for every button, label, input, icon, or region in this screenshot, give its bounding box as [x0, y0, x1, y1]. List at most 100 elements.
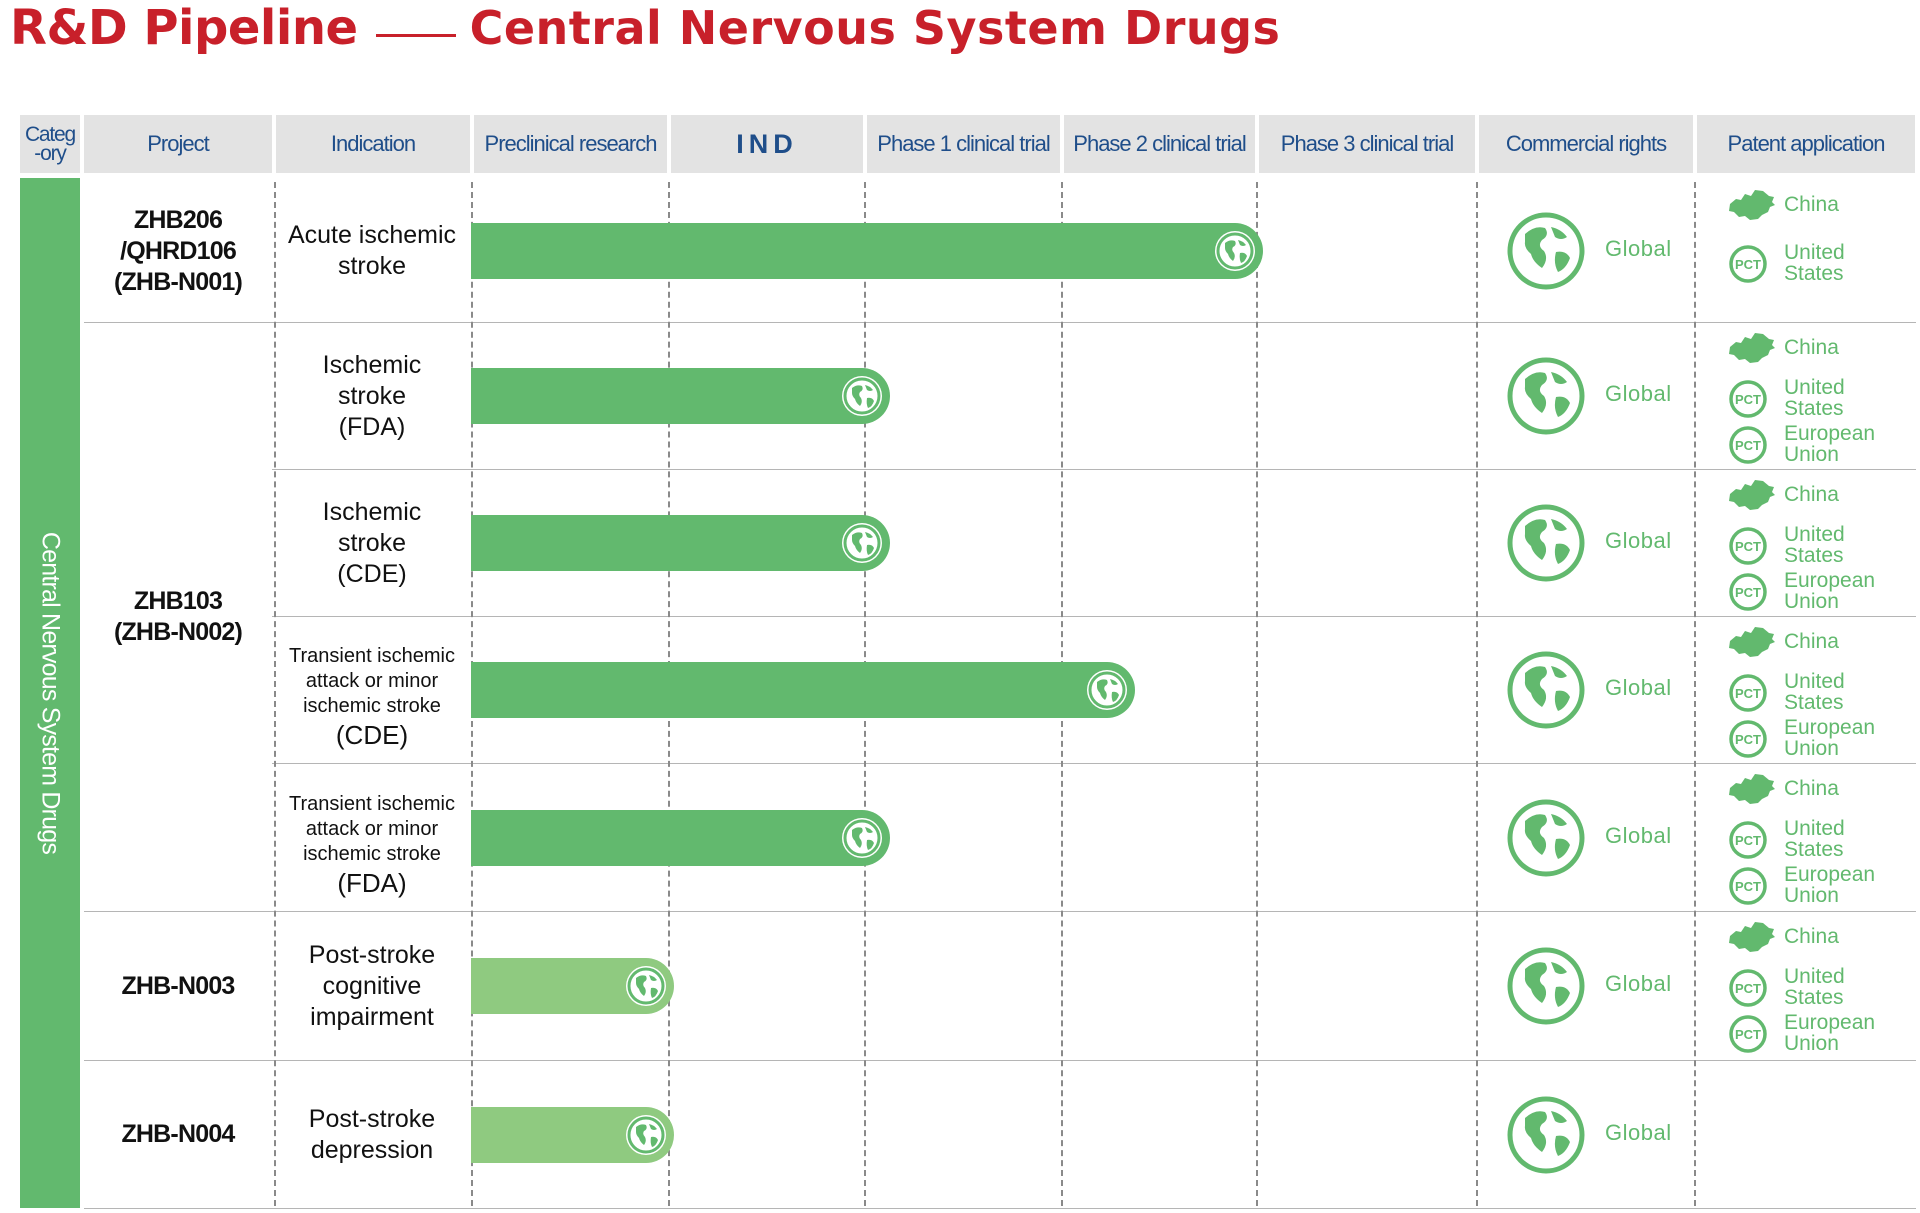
- header-preclinical: Preclinical research: [474, 115, 667, 173]
- progress-bar: [471, 1106, 674, 1163]
- patent-list: China PCT United States PCT European Union: [1728, 772, 1918, 909]
- svg-text:PCT: PCT: [1735, 879, 1761, 894]
- indication-line: (FDA): [337, 867, 407, 898]
- globe-icon: [1505, 945, 1587, 1027]
- row-separator: [272, 616, 1916, 617]
- patent-label-line: United: [1784, 241, 1845, 264]
- indication-line: stroke: [337, 252, 407, 280]
- svg-text:PCT: PCT: [1735, 257, 1761, 272]
- patent-item-european-union: PCT European Union: [1728, 1008, 1918, 1054]
- globe-icon: [1085, 668, 1129, 712]
- svg-text:PCT: PCT: [1735, 585, 1761, 600]
- patent-label: China: [1784, 631, 1839, 652]
- commercial-rights: Global: [1505, 945, 1675, 1027]
- page-title: R&D Pipeline Central Nervous System Drugs: [10, 0, 1280, 60]
- header-commercial: Commercial rights: [1479, 115, 1693, 173]
- project-name-line: (ZHB-N002): [113, 618, 243, 646]
- row-separator: [84, 322, 1916, 323]
- indication-line: Transient ischemic: [289, 792, 455, 815]
- globe-icon: [1505, 355, 1587, 437]
- project-name-line: /QHRD106: [120, 236, 237, 265]
- column-divider: [1694, 182, 1696, 1206]
- globe-icon: [624, 1113, 668, 1157]
- patent-label-line: European: [1784, 569, 1876, 592]
- patent-item-china: China: [1728, 772, 1918, 816]
- indication-line: cognitive: [322, 971, 422, 1000]
- commercial-rights-label: Global: [1605, 381, 1672, 406]
- patent-label: United States: [1784, 524, 1845, 566]
- title-subtitle: Central Nervous System Drugs: [469, 1, 1281, 55]
- patent-list: China PCT United States: [1728, 188, 1918, 320]
- progress-bar: [471, 223, 1263, 279]
- patent-label: United States: [1784, 242, 1845, 284]
- svg-text:PCT: PCT: [1735, 392, 1761, 407]
- project-name-line: ZHB-N003: [121, 971, 235, 1000]
- patent-label: China: [1784, 484, 1839, 505]
- header-ind: IND: [671, 115, 863, 173]
- project-name-line: ZHB103: [133, 587, 223, 615]
- patent-label-line: European: [1784, 422, 1876, 445]
- patent-label-line: Union: [1784, 884, 1839, 907]
- indication-line: Ischemic: [322, 497, 422, 526]
- header-patent: Patent application: [1697, 115, 1915, 173]
- patent-item-european-union: PCT European Union: [1728, 419, 1918, 466]
- patent-label-line: Union: [1784, 737, 1839, 760]
- patent-label-line: European: [1784, 716, 1876, 739]
- patent-label-line: China: [1784, 925, 1839, 948]
- patent-label: European Union: [1784, 717, 1875, 759]
- title-separator: [375, 34, 456, 37]
- indication-line: Transient ischemic: [289, 645, 455, 667]
- header-category: Categ -ory: [20, 115, 80, 173]
- patent-label-line: United: [1784, 376, 1845, 399]
- indication-line: Ischemic: [322, 350, 422, 379]
- row-separator: [84, 1060, 1916, 1061]
- patent-label: China: [1784, 778, 1839, 799]
- patent-list: China PCT United States PCT European Union: [1728, 478, 1918, 614]
- indication-text: Ischemic stroke (FDA): [272, 350, 472, 443]
- progress-bar: [471, 958, 674, 1014]
- commercial-rights: Global: [1505, 1094, 1675, 1176]
- commercial-rights-label: Global: [1605, 236, 1672, 261]
- patent-item-united-states: PCT United States: [1728, 667, 1918, 713]
- patent-item-united-states: PCT United States: [1728, 238, 1918, 284]
- progress-bar: [471, 368, 890, 424]
- indication-line: Post-stroke: [308, 1104, 436, 1133]
- row-separator: [84, 911, 1916, 912]
- header-project: Project: [84, 115, 272, 173]
- patent-list: China PCT United States PCT European Union: [1728, 920, 1918, 1058]
- patent-label-line: Union: [1784, 590, 1839, 613]
- svg-text:PCT: PCT: [1735, 686, 1761, 701]
- patent-label-line: Union: [1784, 443, 1839, 466]
- indication-line: attack or minor: [305, 817, 439, 840]
- row-separator: [272, 469, 1916, 470]
- patent-item-european-union: PCT European Union: [1728, 713, 1918, 759]
- patent-label-line: States: [1784, 986, 1844, 1009]
- globe-icon: [840, 816, 884, 860]
- patent-item-china: China: [1728, 188, 1918, 232]
- progress-bar: [471, 515, 890, 571]
- patent-label-line: China: [1784, 483, 1839, 506]
- category-label: Central Nervous System Drugs: [36, 531, 65, 855]
- globe-icon: [840, 374, 884, 418]
- project-name: ZHB103 (ZHB-N002): [84, 586, 272, 648]
- patent-label: United States: [1784, 671, 1845, 713]
- patent-label-line: China: [1784, 777, 1839, 800]
- patent-label-line: United: [1784, 670, 1845, 693]
- row-separator: [84, 1208, 1916, 1209]
- patent-item-china: China: [1728, 331, 1918, 375]
- patent-label: United States: [1784, 818, 1845, 860]
- commercial-rights-label: Global: [1605, 971, 1672, 996]
- indication-line: attack or minor: [305, 670, 439, 692]
- indication-line: ischemic stroke: [303, 842, 441, 865]
- project-name-line: ZHB-N004: [121, 1120, 235, 1148]
- indication-line: stroke: [337, 528, 407, 557]
- patent-label: China: [1784, 926, 1839, 947]
- indication-line: stroke: [337, 381, 407, 410]
- patent-label: European Union: [1784, 864, 1875, 906]
- patent-item-china: China: [1728, 478, 1918, 522]
- indication-line: Acute ischemic: [287, 221, 457, 249]
- header-category-line2: -ory: [34, 142, 67, 165]
- header-phase1: Phase 1 clinical trial: [867, 115, 1060, 173]
- category-column: [20, 178, 80, 1208]
- patent-label-line: States: [1784, 397, 1844, 420]
